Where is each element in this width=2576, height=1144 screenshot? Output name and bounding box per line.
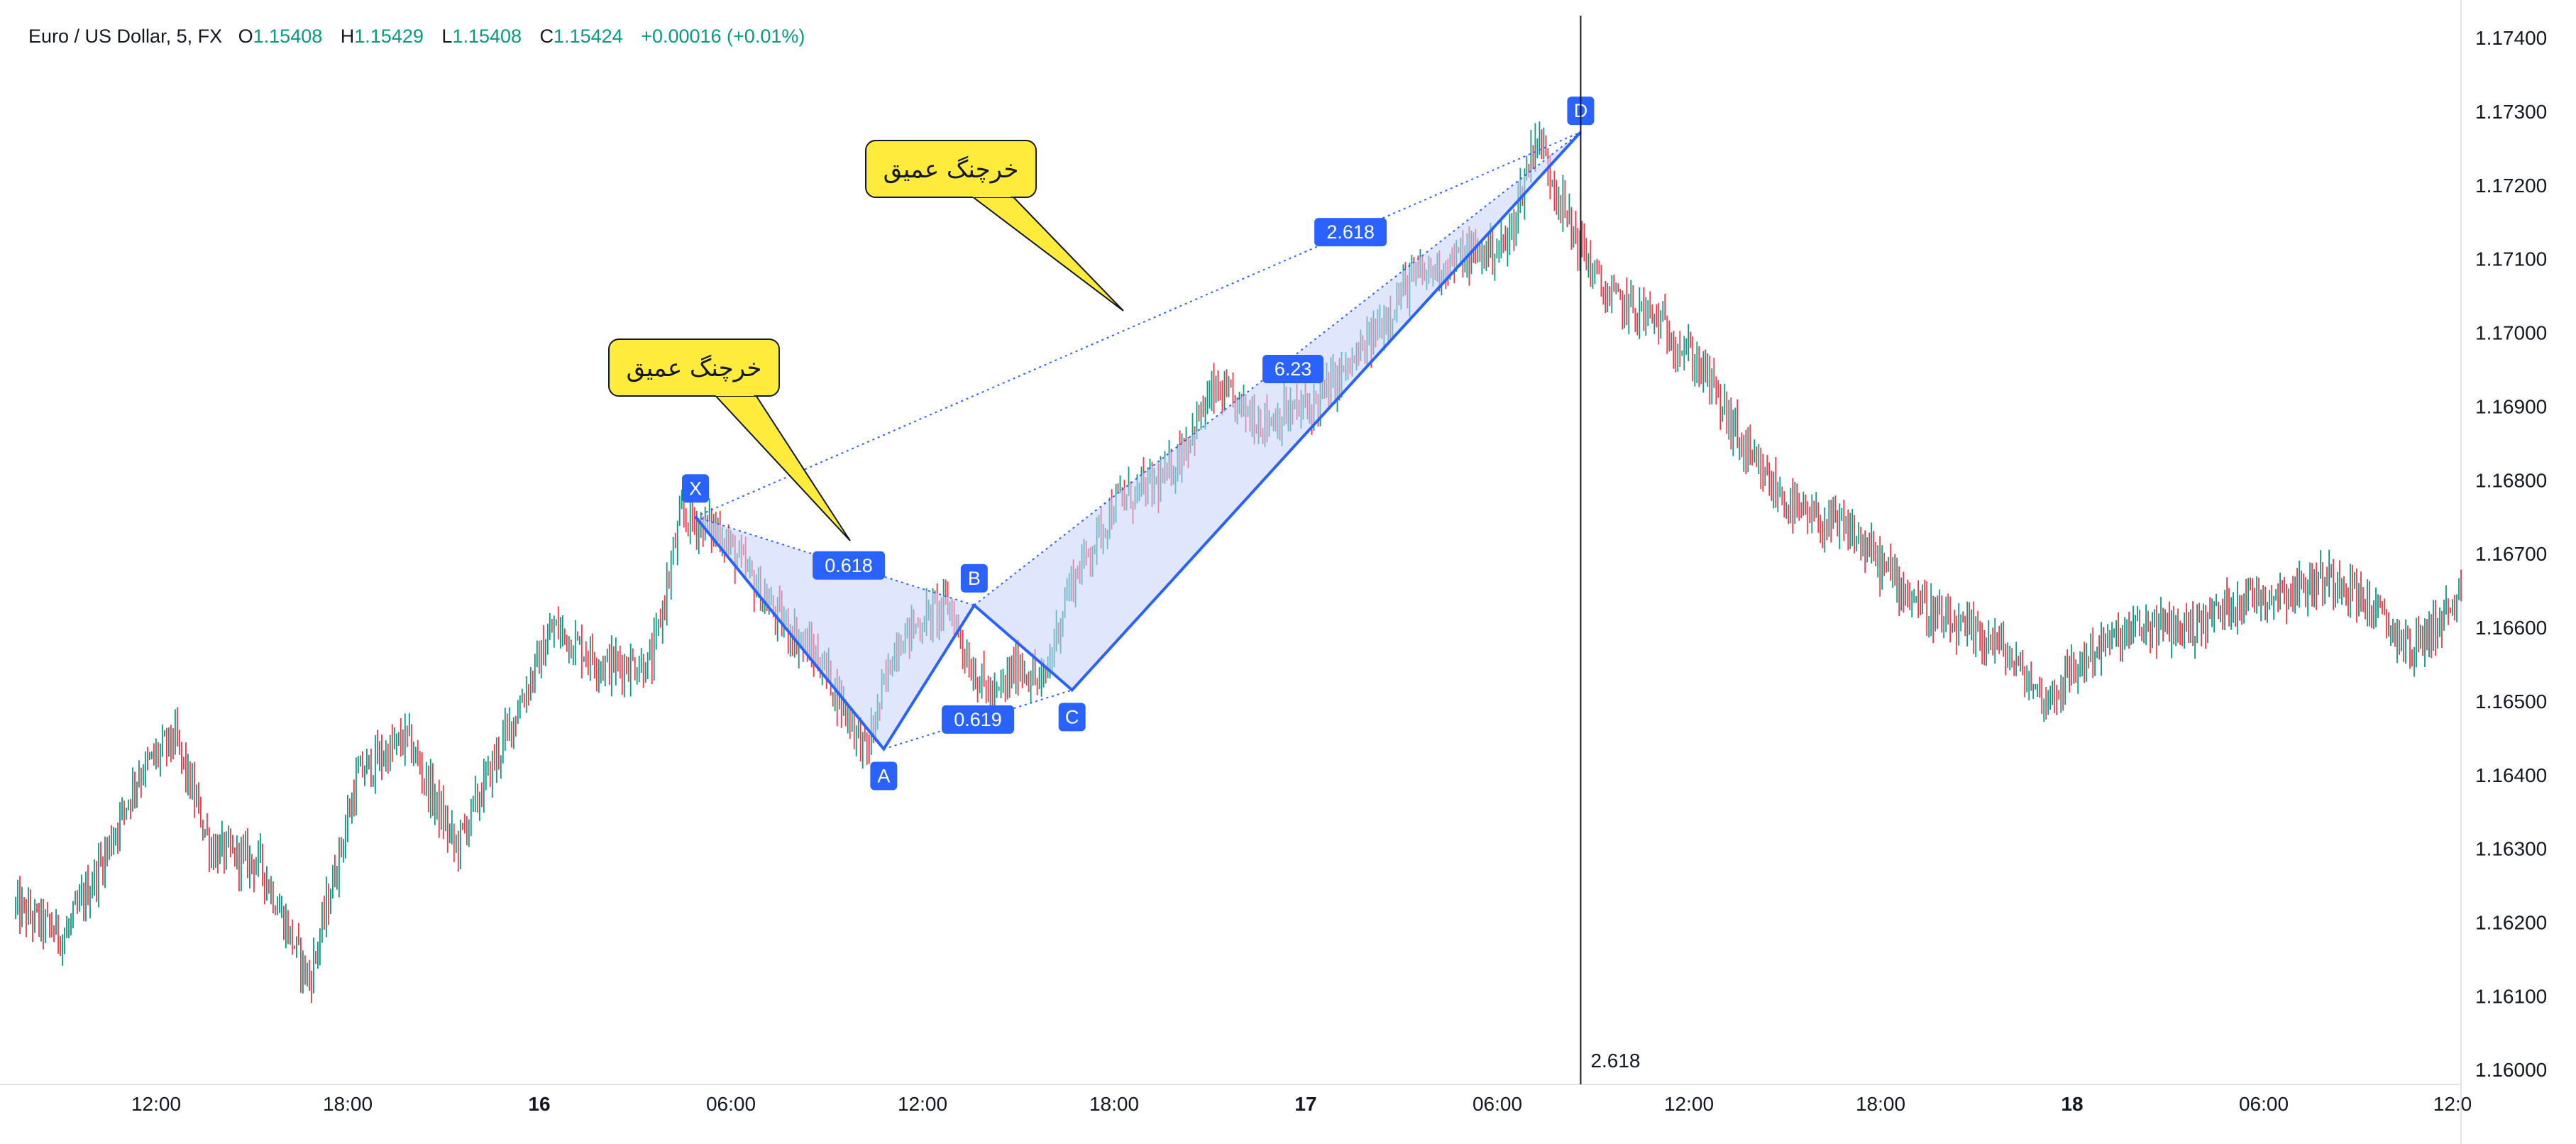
time-tick-label: 18:00 xyxy=(1089,1093,1139,1115)
callout-text: خرچنگ عمیق xyxy=(884,155,1019,184)
pattern-point-a[interactable]: A xyxy=(870,761,898,791)
price-tick-label: 1.17200 xyxy=(2475,175,2547,197)
pattern-legs[interactable] xyxy=(694,131,1582,752)
pattern-ratio-label[interactable]: 0.618 xyxy=(813,551,886,580)
low-value: 1.15408 xyxy=(452,26,522,47)
price-tick-label: 1.16700 xyxy=(2475,543,2547,565)
price-tick-label: 1.16400 xyxy=(2475,764,2547,786)
time-tick-label: 16 xyxy=(528,1093,550,1115)
open-label: O xyxy=(238,26,253,47)
pattern-ratio-label-bg xyxy=(813,551,886,580)
pattern-point-a-bg xyxy=(870,761,898,791)
time-tick-label: 18:00 xyxy=(1856,1093,1905,1115)
time-tick-label: 06:00 xyxy=(706,1093,756,1115)
callout[interactable]: خرچنگ عمیق xyxy=(865,140,1124,312)
time-tick-label: 12:00 xyxy=(1664,1093,1714,1115)
open-value: 1.15408 xyxy=(253,26,323,47)
pattern-ratio-label-text: 0.618 xyxy=(825,555,873,576)
pattern-point-b[interactable]: B xyxy=(960,563,988,593)
close-value: 1.15424 xyxy=(554,26,623,47)
symbol-legend: Euro / US Dollar, 5, FX O1.15408 H1.1542… xyxy=(28,26,805,48)
pattern-point-x[interactable]: X xyxy=(681,474,709,503)
pattern-ratio-line xyxy=(695,131,1581,518)
close-label: C xyxy=(539,26,554,47)
pattern-point-x-bg xyxy=(681,474,709,503)
pattern-point-b-text: B xyxy=(968,568,981,589)
time-tick-label: 18 xyxy=(2061,1093,2083,1115)
callout-seam xyxy=(972,193,1011,197)
time-tick-label: 12:0 xyxy=(2433,1093,2472,1115)
pattern-point-c-text: C xyxy=(1065,706,1079,727)
symbol-title: Euro / US Dollar, 5, FX xyxy=(28,26,223,47)
pattern-point-a-text: A xyxy=(877,765,890,786)
callouts[interactable]: خرچنگ عمیق خرچنگ عمیق xyxy=(608,140,1124,541)
pattern-point-b-bg xyxy=(960,563,988,593)
price-tick-label: 1.16500 xyxy=(2475,691,2547,713)
vertical-line[interactable]: 2.618 xyxy=(1580,16,1641,1084)
pattern-ratio-label[interactable]: 0.619 xyxy=(942,705,1015,734)
pattern-bcd-fill xyxy=(974,132,1581,691)
price-tick-label: 1.16900 xyxy=(2475,395,2547,417)
time-tick-label: 12:00 xyxy=(131,1093,181,1115)
low-label: L xyxy=(441,26,453,47)
callout-seam xyxy=(715,392,754,396)
pattern-point-x-text: X xyxy=(689,478,702,499)
callout-box xyxy=(865,140,1037,198)
price-tick-label: 1.17400 xyxy=(2475,27,2547,49)
pattern-ratio-label-text: 6.23 xyxy=(1275,358,1312,380)
pattern-xab-fill xyxy=(695,517,974,749)
price-tick-label: 1.17000 xyxy=(2475,322,2547,344)
time-tick-label: 17 xyxy=(1294,1093,1316,1115)
callout[interactable]: خرچنگ عمیق xyxy=(608,339,851,541)
price-axis[interactable]: 1.17400 1.17300 1.17200 1.17100 1.17000 1.169… xyxy=(2475,27,2547,1081)
time-tick-label: 18:00 xyxy=(323,1093,373,1115)
time-tick-label: 06:00 xyxy=(2239,1093,2289,1115)
pattern-ratio-label-bg xyxy=(942,705,1015,734)
price-tick-label: 1.16100 xyxy=(2475,985,2547,1007)
pattern-ratio-label-text: 0.619 xyxy=(954,709,1002,730)
price-tick-label: 1.16600 xyxy=(2475,617,2547,639)
high-label: H xyxy=(340,26,355,47)
time-tick-label: 12:00 xyxy=(898,1093,947,1115)
price-tick-label: 1.16800 xyxy=(2475,469,2547,491)
callout-text: خرچنگ عمیق xyxy=(627,354,762,383)
pattern-point-c-bg xyxy=(1058,703,1086,732)
price-tick-label: 1.17300 xyxy=(2475,101,2547,123)
pattern-point-c[interactable]: C xyxy=(1058,703,1086,732)
time-tick-label: 06:00 xyxy=(1473,1093,1522,1115)
price-tick-label: 1.16000 xyxy=(2475,1059,2547,1081)
time-axis[interactable]: 12:00 18:00 16 06:00 12:00 18:00 17 06:00 12:00 1… xyxy=(131,1093,2472,1115)
pattern-ratio-label[interactable]: 2.618 xyxy=(1314,218,1387,247)
price-tick-label: 1.16300 xyxy=(2475,838,2547,860)
pattern-ratio-label-bg xyxy=(1262,355,1323,383)
callout-box xyxy=(608,339,780,397)
change-value: +0.00016 (+0.01%) xyxy=(641,26,805,47)
vertical-line-label: 2.618 xyxy=(1590,1050,1640,1072)
price-tick-label: 1.16200 xyxy=(2475,912,2547,934)
high-value: 1.15429 xyxy=(354,26,424,47)
pattern-ratio-label[interactable]: 6.23 xyxy=(1262,355,1323,383)
price-tick-label: 1.17100 xyxy=(2475,248,2547,270)
pattern-ratio-label-bg xyxy=(1314,218,1387,247)
pattern-ratio-label-text: 2.618 xyxy=(1326,221,1375,243)
